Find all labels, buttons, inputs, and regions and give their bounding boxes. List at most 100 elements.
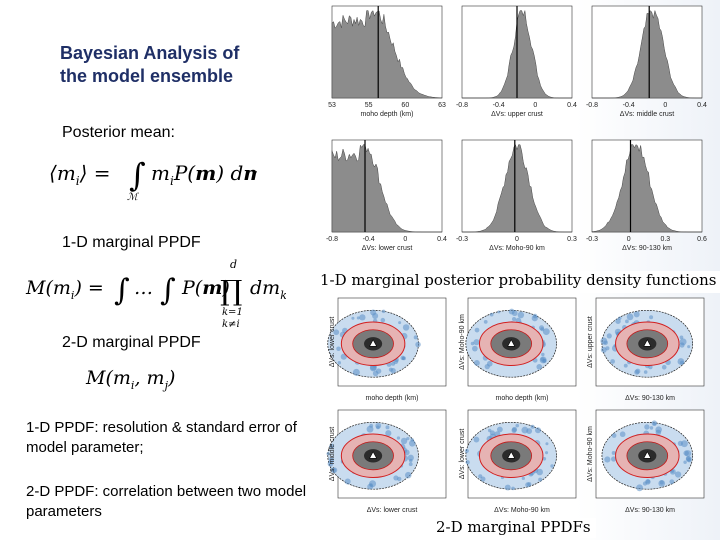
density-dot	[359, 314, 366, 321]
density-dot	[410, 438, 414, 442]
density-dot	[352, 368, 360, 376]
density-dot	[625, 319, 629, 324]
density-dot	[375, 368, 382, 374]
density-dot	[511, 317, 517, 322]
density-dot	[659, 480, 664, 485]
density-dot	[388, 367, 394, 372]
eq-mean-rhs: miP(m) dm	[151, 161, 257, 188]
slide-title-line1: Bayesian Analysis of	[60, 43, 240, 63]
density-dot	[652, 422, 657, 426]
density-dot	[636, 484, 643, 492]
density-dot	[480, 476, 486, 482]
slide-title: Bayesian Analysis of the model ensemble	[60, 42, 310, 88]
posterior-mean-label: Posterior mean:	[62, 124, 175, 141]
histogram-tick-label: 63	[438, 102, 446, 109]
density-dot	[470, 341, 475, 346]
histogram-bars	[592, 9, 702, 99]
density-dot	[483, 320, 488, 324]
histogram-tick-label: -0.4	[493, 102, 505, 109]
mean-marker	[369, 451, 378, 459]
note-2d-ppdf: 2-D PPDF: correlation between two model …	[26, 483, 307, 520]
histogram-tick-label: -0.4	[623, 102, 635, 109]
panel-ylabel: ΔVs: lower crust	[329, 317, 336, 368]
density-dot	[473, 360, 480, 366]
histogram-4: -0.8 -0.4 0 0.4 ΔVs: lower crust	[326, 139, 447, 252]
density-dot	[381, 309, 386, 314]
density-dot	[393, 475, 399, 481]
figure-panel: 53 55 60 63 moho depth (km) -0.8 -0.4 0 0.4 ΔVs: …	[320, 0, 720, 540]
density-dot	[473, 339, 480, 346]
density-dot	[611, 433, 617, 438]
density-dot	[326, 452, 330, 456]
density-dot	[619, 431, 626, 438]
panel-xlabel: moho depth (km)	[366, 395, 419, 402]
ppdf-2d-panel-1: moho depth (km) ΔVs: lower crust	[327, 297, 447, 402]
histogram-2: -0.8 -0.4 0 0.4 ΔVs: upper crust	[456, 5, 577, 118]
histogram-xlabel: ΔVs: upper crust	[491, 111, 543, 118]
histogram-tick-label: 0	[515, 236, 519, 243]
density-dot	[400, 437, 408, 445]
panel-ylabel: ΔVs: Moho-90 km	[459, 314, 466, 370]
density-dot	[684, 450, 692, 457]
histogram-tick-label: 0	[663, 102, 667, 109]
density-dot	[525, 482, 531, 488]
svg-text:P(m): P(m)	[181, 277, 230, 299]
density-dot	[496, 426, 503, 433]
panel-xlabel: ΔVs: 90-130 km	[625, 395, 675, 402]
histogram-xlabel: ΔVs: 90-130 km	[622, 245, 672, 252]
histogram-3: -0.8 -0.4 0 0.4 ΔVs: middle crust	[586, 5, 707, 118]
eq-prod-upper: d	[230, 258, 237, 271]
histogram-bars	[591, 144, 702, 233]
svg-text:M(mi) =: M(mi) =	[25, 277, 104, 302]
density-dot	[486, 360, 493, 367]
panel-ylabel: ΔVs: lower crust	[459, 429, 466, 480]
marginal-1d-label: 1-D marginal PPDF	[62, 234, 201, 251]
marginal-2d-label: 2-D marginal PPDF	[62, 334, 201, 351]
marginal-1d-equation: M(mi) = ∫ … ∫ P(m) d ∏ k=1 k≠i dmk	[22, 254, 287, 330]
density-dot	[642, 481, 648, 486]
density-dot	[511, 310, 518, 317]
density-dot	[604, 456, 611, 463]
density-dot	[398, 321, 402, 325]
density-dot	[474, 327, 480, 333]
density-dot	[674, 471, 682, 478]
histogram-tick-label: 0	[533, 102, 537, 109]
mean-marker	[643, 339, 652, 347]
density-dot	[679, 360, 684, 365]
histogram-bars	[331, 10, 443, 99]
panel-ylabel: ΔVs: Moho-90 km	[587, 426, 594, 482]
density-dot	[605, 346, 610, 351]
density-dot	[536, 363, 543, 370]
density-dot	[413, 335, 418, 340]
eq-mean-domain: ℳ	[127, 192, 139, 202]
density-dot	[615, 318, 621, 324]
density-dot	[489, 430, 495, 436]
density-dot	[515, 423, 520, 428]
histogram-xlabel: ΔVs: lower crust	[362, 245, 413, 252]
density-dot	[538, 325, 545, 331]
svg-text:∫: ∫	[160, 273, 176, 308]
histogram-tick-label: 0.6	[697, 236, 707, 243]
ppdf-2d-panel-3: ΔVs: 90-130 km ΔVs: upper crust	[587, 297, 705, 402]
histogram-tick-label: -0.8	[586, 102, 598, 109]
density-dot	[542, 358, 547, 364]
density-dot	[406, 437, 410, 441]
panel-xlabel: ΔVs: lower crust	[367, 507, 418, 514]
panel-xlabel: ΔVs: 90-130 km	[625, 507, 675, 514]
density-dot	[333, 329, 340, 336]
density-dot	[531, 315, 538, 322]
density-dot	[465, 460, 470, 465]
density-dot	[646, 479, 651, 484]
histogram-tick-label: -0.8	[456, 102, 468, 109]
density-dot	[336, 346, 341, 352]
density-dot	[661, 364, 667, 370]
density-dot	[655, 429, 662, 436]
density-dot	[545, 442, 549, 446]
density-dot	[643, 370, 648, 374]
density-dot	[367, 483, 374, 490]
density-dot	[356, 316, 360, 320]
histogram-tick-label: 55	[365, 102, 373, 109]
density-dot	[679, 335, 684, 340]
density-dot	[680, 440, 688, 448]
